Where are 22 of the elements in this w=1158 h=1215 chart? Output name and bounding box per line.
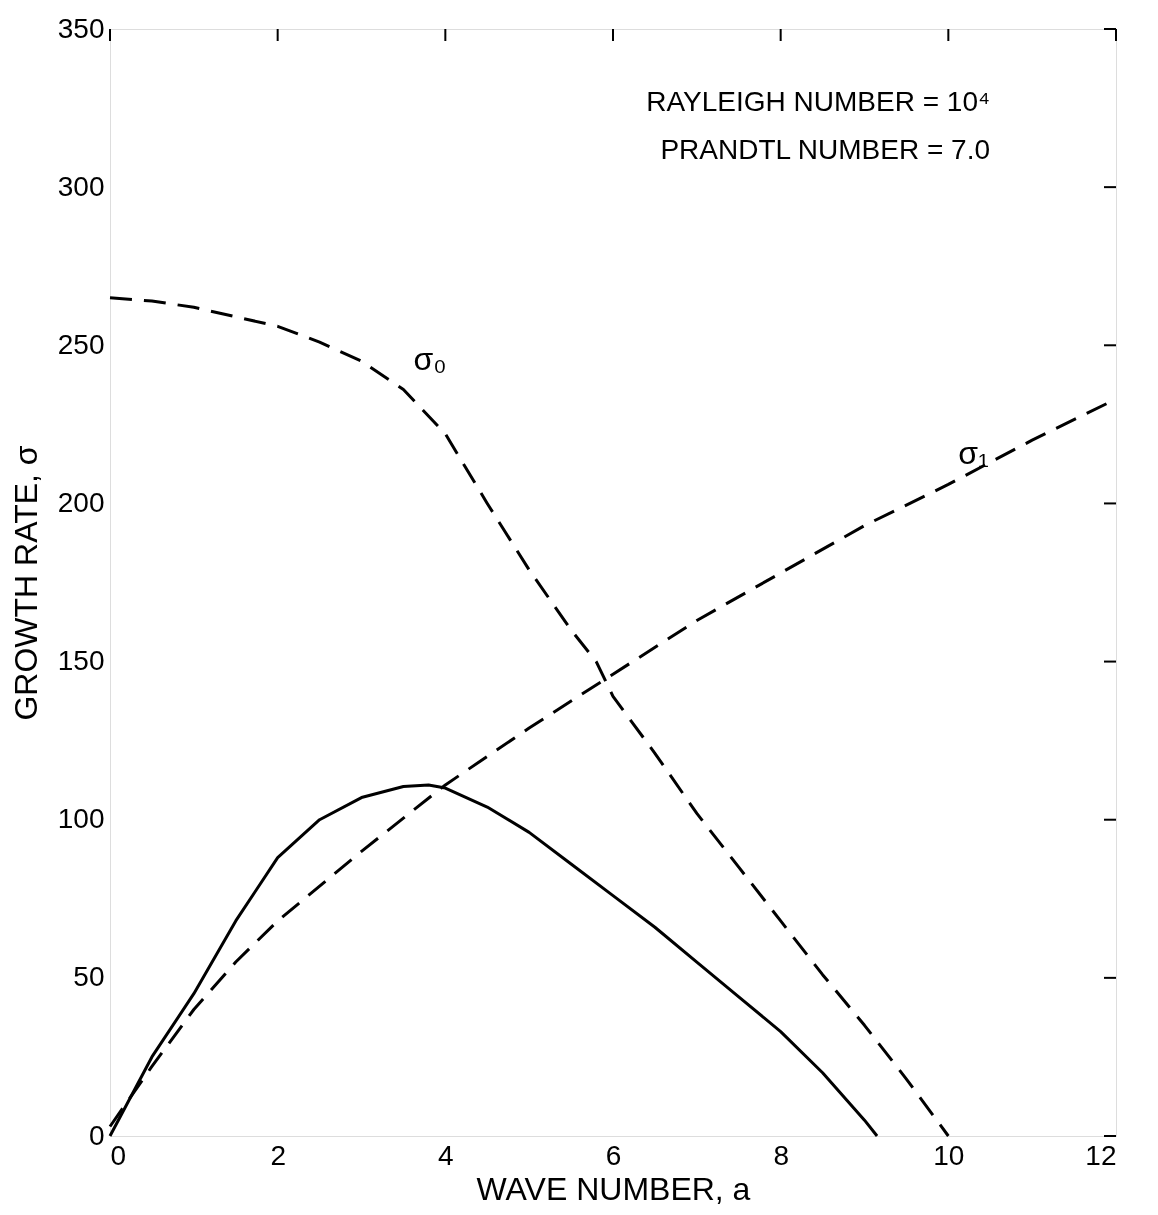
x-tick-label: 10 — [933, 1139, 965, 1171]
y-tick-label: 350 — [57, 12, 105, 44]
x-tick-label: 0 — [110, 1139, 127, 1171]
x-axis-title: WAVE NUMBER, a — [476, 1170, 751, 1207]
series-label: σ₁ — [958, 435, 989, 472]
series-label: σ₀ — [413, 340, 447, 377]
y-axis-title: GROWTH RATE, σ — [7, 445, 44, 721]
x-tick-label: 8 — [773, 1139, 789, 1171]
x-tick-label: 6 — [605, 1139, 622, 1171]
x-tick-label: 4 — [438, 1139, 454, 1171]
x-tick-label: 2 — [270, 1139, 286, 1171]
y-tick-label: 100 — [57, 803, 105, 835]
annotation: RAYLEIGH NUMBER = 10⁴ — [646, 86, 990, 117]
y-tick-label: 300 — [57, 170, 105, 202]
annotation: PRANDTL NUMBER = 7.0 — [660, 134, 990, 165]
y-tick-label: 0 — [88, 1119, 105, 1151]
y-tick-label: 150 — [57, 645, 105, 677]
line-series — [108, 296, 950, 1138]
x-tick-label: 12 — [1085, 1139, 1117, 1171]
y-tick-label: 50 — [73, 961, 105, 993]
y-tick-label: 250 — [57, 328, 105, 360]
y-tick-label: 200 — [57, 486, 105, 518]
